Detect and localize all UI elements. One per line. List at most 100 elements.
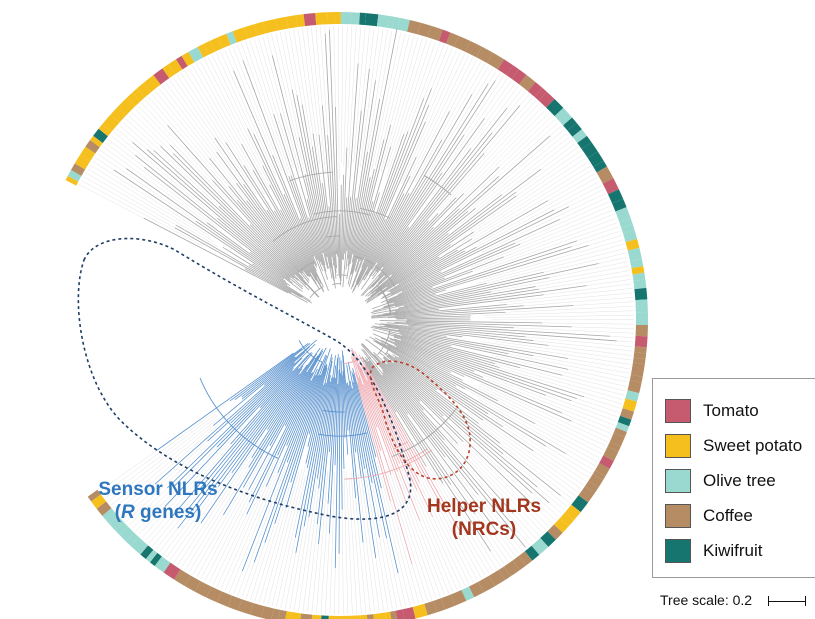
leaf-guide bbox=[387, 459, 437, 598]
tree-branch bbox=[246, 200, 310, 281]
ring-segment bbox=[110, 106, 127, 123]
tree-branch bbox=[253, 133, 315, 265]
internal-arc bbox=[354, 255, 374, 265]
ring-segment bbox=[154, 556, 171, 573]
leaf-guide bbox=[458, 132, 568, 223]
tree-branch bbox=[401, 334, 563, 376]
leaf-guide bbox=[431, 83, 515, 197]
legend-item-olive-tree: Olive tree bbox=[665, 468, 776, 494]
tree-branch bbox=[371, 304, 507, 318]
leaf-guide bbox=[262, 36, 300, 172]
species-legend: Tomato Sweet potato Olive tree Coffee Ki… bbox=[652, 378, 815, 578]
tree-branch bbox=[286, 355, 328, 463]
leaf-guide bbox=[364, 469, 389, 611]
leaf-guide bbox=[481, 193, 606, 253]
ring-segment bbox=[587, 151, 604, 168]
leaf-guide bbox=[478, 388, 604, 451]
leaf-guide bbox=[360, 28, 379, 168]
internal-arc bbox=[362, 356, 371, 363]
leaf-guide bbox=[358, 474, 376, 612]
tree-branch bbox=[216, 367, 294, 448]
tree-branches bbox=[113, 28, 617, 574]
leaf-guide bbox=[481, 239, 623, 281]
tree-branch bbox=[383, 356, 538, 488]
tree-branch bbox=[394, 288, 539, 312]
tree-branch bbox=[347, 197, 357, 259]
tree-branch bbox=[387, 249, 458, 293]
ring-segment bbox=[635, 311, 648, 326]
ring-segment bbox=[599, 455, 614, 469]
tree-branch bbox=[200, 353, 318, 524]
leaf-guide bbox=[343, 26, 348, 167]
leaf-guide bbox=[387, 472, 428, 601]
ring-segment bbox=[197, 43, 209, 58]
internal-arc bbox=[360, 208, 391, 219]
tree-branch bbox=[230, 362, 295, 424]
leaf-guide bbox=[445, 427, 547, 530]
tree-branch bbox=[241, 144, 324, 291]
ring-segment bbox=[564, 504, 581, 521]
leaf-guide bbox=[376, 470, 411, 606]
ring-segment bbox=[303, 12, 317, 27]
tree-branch bbox=[349, 99, 381, 264]
tree-branch bbox=[277, 354, 327, 473]
tree-branch bbox=[369, 134, 465, 277]
ring-segment bbox=[572, 129, 587, 144]
tree-branch bbox=[327, 358, 338, 504]
ring-segment bbox=[446, 32, 459, 47]
leaf-guide bbox=[478, 398, 596, 467]
ring-segment bbox=[130, 537, 149, 555]
tree-branch bbox=[269, 184, 322, 284]
tree-branch bbox=[308, 367, 328, 435]
leaf-guide bbox=[90, 164, 216, 243]
tree-branch bbox=[216, 151, 309, 277]
helper-nlrs-label: Helper NLRs (NRCs) bbox=[414, 495, 554, 541]
tree-branch bbox=[344, 63, 359, 254]
leaf-guide bbox=[386, 40, 432, 178]
tree-branch bbox=[356, 175, 411, 286]
ring-segment bbox=[584, 480, 599, 494]
ring-segment bbox=[125, 532, 139, 546]
helper-nlrs-subtitle: (NRCs) bbox=[451, 519, 517, 540]
helper-nlrs-title: Helper NLRs bbox=[426, 496, 542, 517]
ring-segment bbox=[181, 51, 195, 67]
ring-segment bbox=[237, 599, 254, 615]
tree-branch bbox=[394, 305, 525, 317]
tree-branch bbox=[371, 287, 433, 310]
tree-branch bbox=[249, 251, 303, 292]
tree-branch bbox=[311, 146, 335, 281]
tree-branch bbox=[387, 363, 444, 417]
leaf-guide bbox=[401, 51, 461, 184]
leaf-guide bbox=[113, 131, 228, 227]
internal-arc bbox=[322, 409, 345, 413]
ring-segment bbox=[315, 12, 328, 25]
tree-branch bbox=[200, 352, 313, 489]
ring-segment bbox=[117, 97, 135, 116]
tree-branch bbox=[347, 361, 373, 483]
tree-branch bbox=[380, 323, 526, 338]
tree-branch bbox=[365, 364, 462, 533]
tree-branch bbox=[402, 219, 560, 292]
legend-swatch-tomato bbox=[665, 399, 691, 423]
tree-branch bbox=[366, 244, 451, 303]
leaf-guide bbox=[232, 46, 282, 172]
tree-branch bbox=[394, 344, 465, 377]
ring-segment bbox=[262, 18, 279, 34]
tree-branch bbox=[298, 137, 329, 269]
ring-segment bbox=[506, 65, 519, 79]
ring-segment bbox=[621, 223, 635, 234]
tree-branch bbox=[262, 165, 324, 287]
tree-branch bbox=[286, 361, 323, 446]
leaf-guide bbox=[81, 180, 203, 247]
tree-branch bbox=[273, 114, 323, 266]
tree-branch bbox=[365, 94, 473, 276]
tree-branch bbox=[308, 381, 331, 518]
tree-branch bbox=[391, 206, 569, 295]
tree-branch bbox=[206, 222, 284, 280]
ring-segment bbox=[633, 279, 647, 290]
internal-arc bbox=[374, 265, 396, 287]
leaf-guide bbox=[429, 78, 508, 191]
tree-branch bbox=[393, 362, 561, 496]
ring-segment bbox=[593, 160, 608, 173]
ring-segment bbox=[360, 614, 368, 619]
